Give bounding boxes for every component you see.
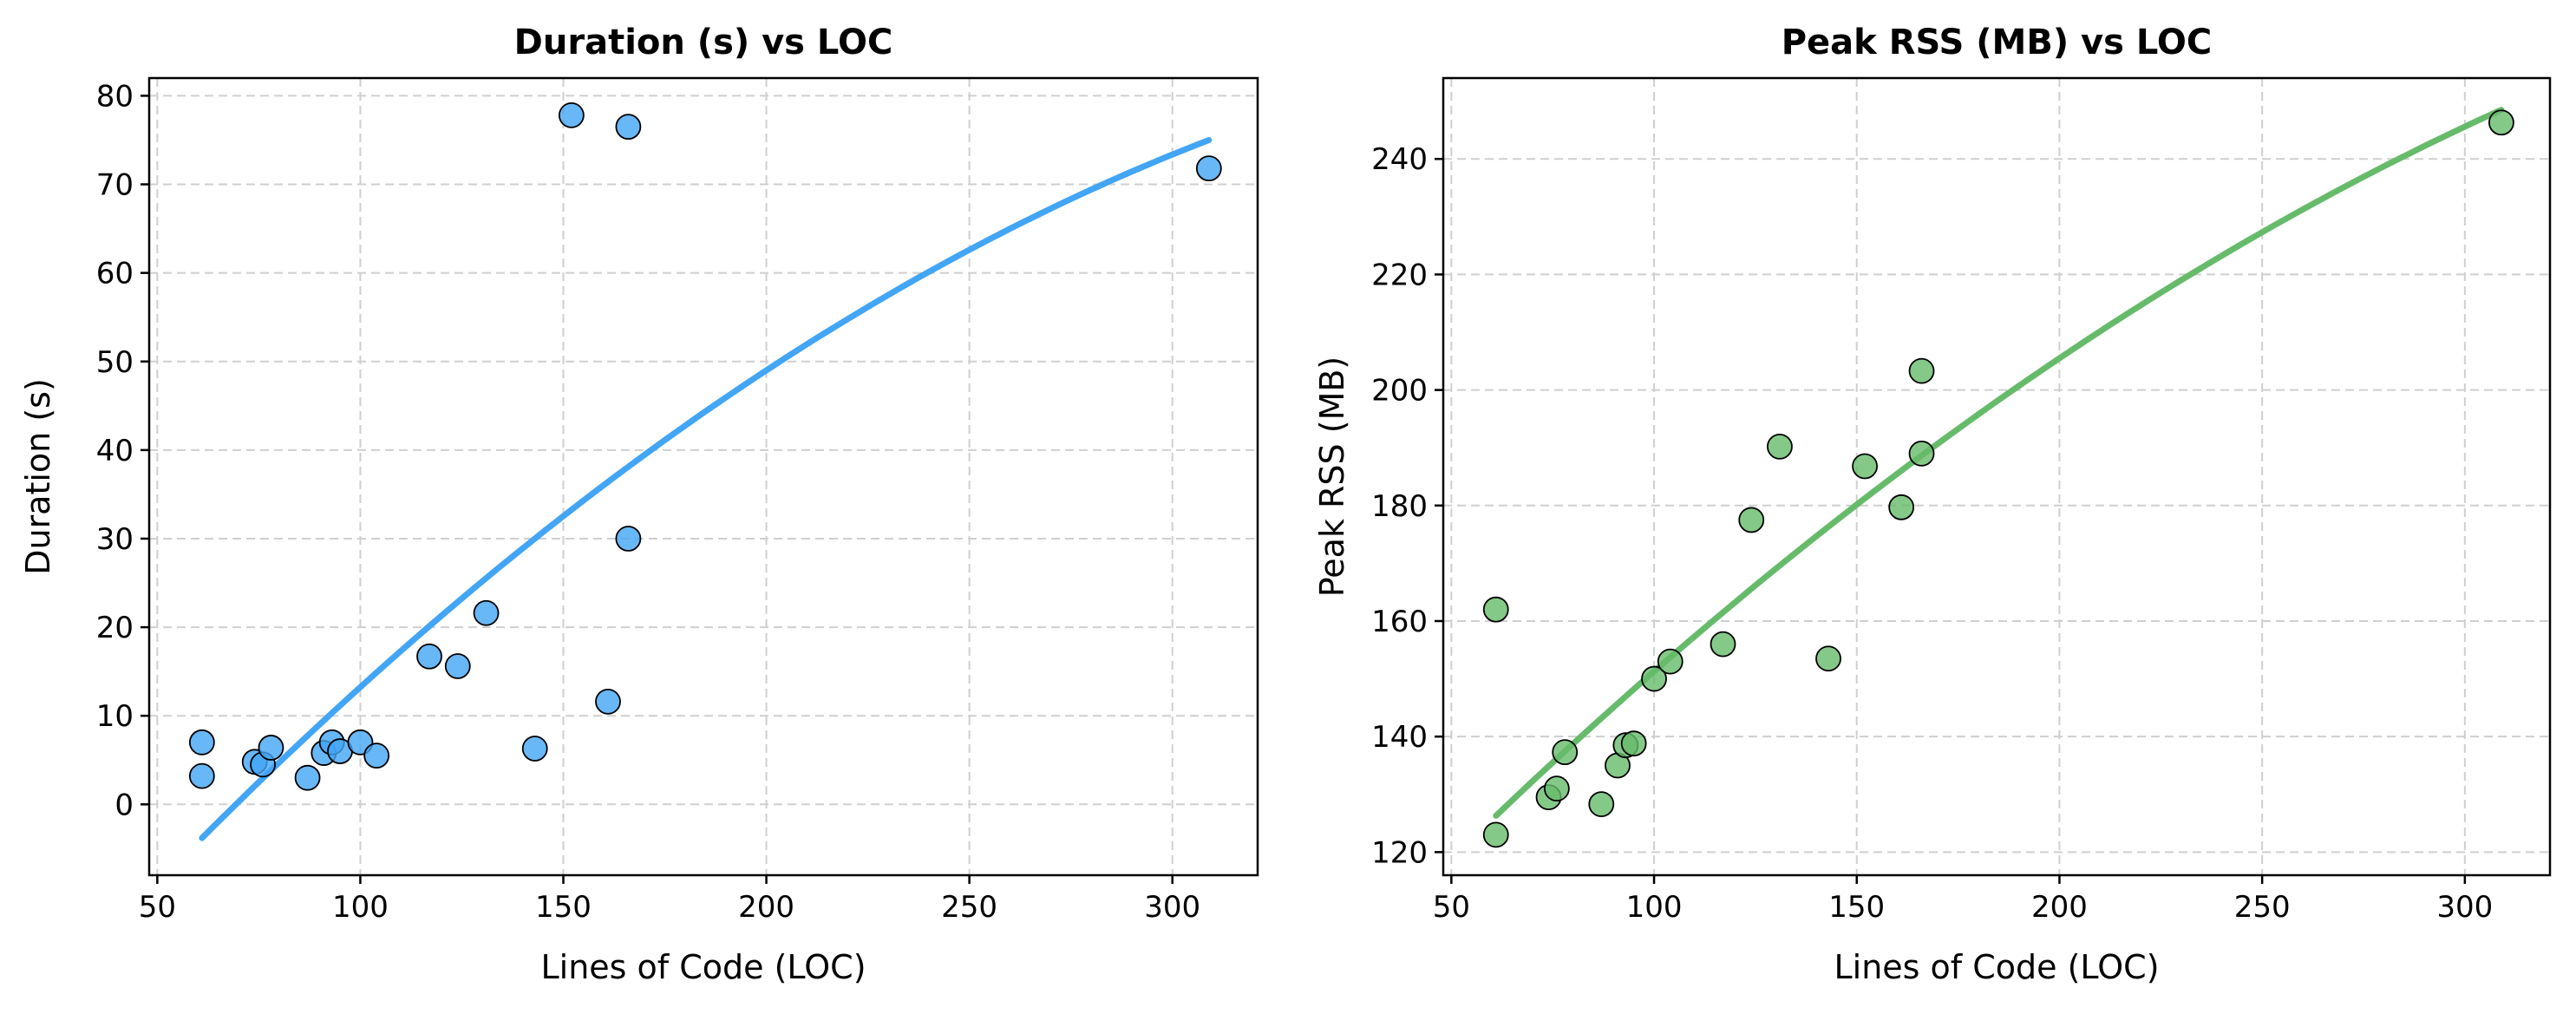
data-point [1657,648,1684,675]
data-point [1552,739,1579,766]
data-point [294,764,321,791]
data-point [1543,775,1570,802]
data-point [416,643,442,670]
data-point [188,762,215,789]
data-point [1588,791,1615,817]
x-tick-label: 200 [2031,890,2088,925]
x-axis-label: Lines of Code (LOC) [540,948,866,986]
y-tick-label: 160 [1371,605,1428,639]
y-axis-label: Duration (s) [19,378,57,575]
ticks-layer: 50 100 150 200 250 300 120 140 160 180 200 220 240 [1371,142,2493,925]
grid-layer [1443,78,2550,875]
data-point [1482,596,1509,623]
x-tick-label: 150 [535,890,592,925]
x-tick-label: 50 [139,890,176,925]
y-tick-label: 70 [96,168,134,203]
y-tick-label: 180 [1371,489,1428,524]
y-tick-label: 20 [96,611,134,645]
x-tick-label: 150 [1828,890,1885,925]
y-tick-label: 50 [96,345,134,380]
y-tick-label: 10 [96,699,134,734]
data-point [1908,440,1935,467]
chart-title: Duration (s) vs LOC [514,23,893,62]
y-tick-label: 40 [96,434,134,468]
data-point [1908,357,1935,384]
y-tick-label: 220 [1371,258,1428,292]
fit-curve [199,137,1213,841]
x-axis-label: Lines of Code (LOC) [1834,948,2159,986]
data-point [595,688,621,715]
data-point [1888,494,1915,520]
data-point [188,729,215,756]
data-point [444,653,471,679]
plot-duration: 50 100 150 200 250 300 0 10 20 30 40 50 60 70 80 Durat… [19,23,1259,986]
data-point [521,736,548,762]
plot-peak-rss: 50 100 150 200 250 300 120 140 160 180 200 220 240 P… [1313,23,2552,986]
x-tick-label: 50 [1433,890,1470,925]
data-point [1620,730,1647,757]
data-point [615,114,642,141]
y-tick-label: 120 [1371,835,1428,870]
data-point [1815,645,1841,672]
plot-frame [1442,76,2552,877]
ticks-layer: 50 100 150 200 250 300 0 10 20 30 40 50 60 70 80 [96,79,1200,925]
x-tick-label: 300 [2436,890,2493,925]
data-point [363,743,390,769]
x-tick-label: 250 [941,890,997,925]
x-tick-label: 200 [738,890,794,925]
x-tick-label: 100 [332,890,389,925]
y-tick-label: 140 [1371,720,1428,755]
data-point [1195,155,1222,182]
grid-layer [149,78,1258,875]
x-tick-label: 100 [1626,890,1683,925]
x-tick-label: 250 [2234,890,2291,925]
y-tick-label: 0 [114,788,134,822]
data-point [558,101,585,128]
y-axis-label: Peak RSS (MB) [1313,357,1351,598]
data-point [615,526,642,552]
y-tick-label: 80 [96,79,134,114]
data-point [1767,433,1793,460]
data-point [1738,507,1765,533]
y-tick-label: 30 [96,522,134,557]
y-tick-label: 240 [1371,142,1428,177]
data-point [473,599,500,626]
chart-title: Peak RSS (MB) vs LOC [1782,23,2213,62]
data-point [258,735,284,761]
plot-frame [147,76,1259,877]
x-tick-label: 300 [1144,890,1200,925]
y-tick-label: 60 [96,257,134,291]
data-point [1641,665,1667,692]
points-layer [1482,109,2514,848]
data-point [1482,821,1509,848]
y-tick-label: 200 [1371,374,1428,409]
data-point [1710,631,1736,657]
data-point [1852,453,1878,480]
fit-curve [1493,107,2505,819]
points-layer [188,101,1222,791]
data-point [2488,109,2514,136]
